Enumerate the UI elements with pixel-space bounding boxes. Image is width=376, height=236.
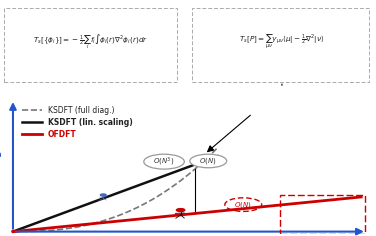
- Text: $T_s[\{\phi_i\}] = -\frac{1}{2}\sum_i f_i \int \phi_i(r)\nabla^2\phi_i(r)dr$: $T_s[\{\phi_i\}] = -\frac{1}{2}\sum_i f_…: [33, 32, 148, 51]
- Text: $T_s[P] = \sum_{\mu\nu} \gamma_{\mu\nu}\langle\mu|-\frac{1}{2}\nabla^2|\nu\rangl: $T_s[P] = \sum_{\mu\nu} \gamma_{\mu\nu}\…: [239, 33, 324, 51]
- FancyBboxPatch shape: [192, 8, 368, 82]
- Circle shape: [190, 154, 227, 168]
- Text: $O(N)$: $O(N)$: [199, 156, 217, 166]
- Circle shape: [144, 154, 184, 169]
- Bar: [280, 195, 365, 234]
- Text: $O(N^3)$: $O(N^3)$: [153, 156, 175, 168]
- Text: KSDFT (full diag.): KSDFT (full diag.): [48, 105, 114, 114]
- Circle shape: [100, 194, 106, 196]
- Text: OFDFT: OFDFT: [48, 130, 77, 139]
- Text: $O(N)$: $O(N)$: [235, 200, 252, 210]
- Text: KSDFT (lin. scaling): KSDFT (lin. scaling): [48, 118, 133, 127]
- FancyBboxPatch shape: [4, 8, 177, 82]
- Text: Timings: Timings: [0, 143, 2, 189]
- Circle shape: [176, 208, 185, 212]
